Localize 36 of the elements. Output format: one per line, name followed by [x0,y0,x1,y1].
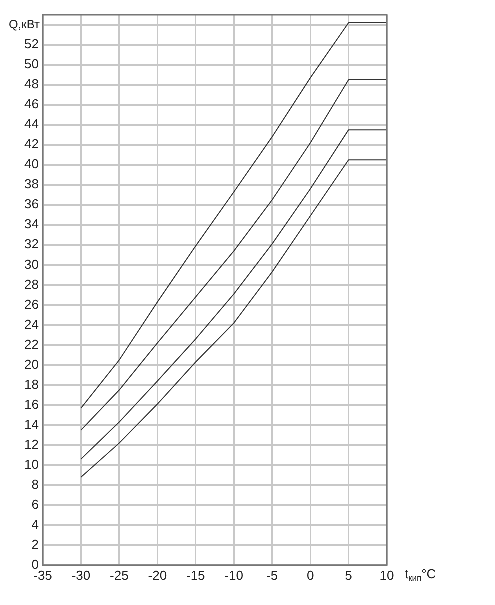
y-tick-label: 32 [24,236,39,252]
y-tick-label: 26 [24,296,39,312]
y-tick-label: 16 [24,396,39,412]
y-tick-label: 42 [24,136,39,152]
y-tick-label: 6 [32,496,39,512]
x-tick-label: -10 [224,568,244,583]
y-tick-label: 18 [24,376,39,392]
y-tick-label: 12 [24,436,39,452]
y-tick-label: 40 [24,156,39,172]
x-tick-label: 5 [345,568,352,583]
y-tick-label: 14 [24,416,39,432]
x-tick-label: 10 [380,568,394,583]
y-tick-label: 10 [24,456,39,472]
y-tick-label: 28 [24,276,39,292]
y-tick-label: 52 [24,36,39,52]
y-tick-label: 4 [32,516,39,532]
y-tick-label: 2 [32,536,39,552]
y-tick-label: 46 [24,96,39,112]
y-tick-label: 36 [24,196,39,212]
y-tick-label: 20 [24,356,39,372]
y-tick-label: 22 [24,336,39,352]
x-tick-label: 0 [306,568,314,583]
y-tick-label: 44 [24,116,39,132]
y-tick-label: 24 [24,316,39,332]
y-axis-title: Q,кВт [8,17,40,32]
y-tick-label: 38 [24,176,39,192]
y-tick-label: 48 [24,76,39,92]
x-tick-label: -25 [110,568,129,583]
y-tick-label: 8 [32,476,39,492]
x-tick-label: -5 [266,568,278,583]
x-tick-label: -30 [72,568,91,583]
x-tick-label: -15 [186,568,206,583]
y-tick-label: 30 [24,256,39,272]
x-tick-label: -20 [148,568,168,583]
y-tick-label: 50 [24,56,39,72]
y-tick-label: 34 [24,216,39,232]
